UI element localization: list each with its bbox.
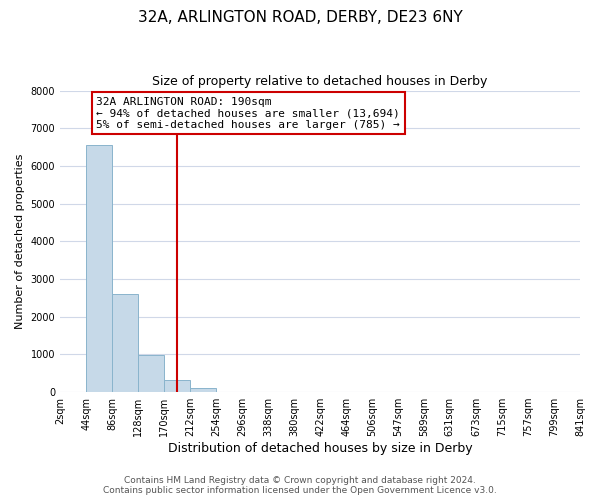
Bar bbox=[112, 294, 138, 392]
Bar bbox=[138, 355, 164, 392]
Y-axis label: Number of detached properties: Number of detached properties bbox=[15, 154, 25, 329]
Bar bbox=[86, 145, 112, 392]
Title: Size of property relative to detached houses in Derby: Size of property relative to detached ho… bbox=[152, 75, 488, 88]
Text: 32A ARLINGTON ROAD: 190sqm
← 94% of detached houses are smaller (13,694)
5% of s: 32A ARLINGTON ROAD: 190sqm ← 94% of deta… bbox=[97, 96, 400, 130]
Text: 32A, ARLINGTON ROAD, DERBY, DE23 6NY: 32A, ARLINGTON ROAD, DERBY, DE23 6NY bbox=[137, 10, 463, 25]
Bar bbox=[190, 388, 216, 392]
Bar bbox=[164, 380, 190, 392]
X-axis label: Distribution of detached houses by size in Derby: Distribution of detached houses by size … bbox=[168, 442, 472, 455]
Text: Contains HM Land Registry data © Crown copyright and database right 2024.
Contai: Contains HM Land Registry data © Crown c… bbox=[103, 476, 497, 495]
